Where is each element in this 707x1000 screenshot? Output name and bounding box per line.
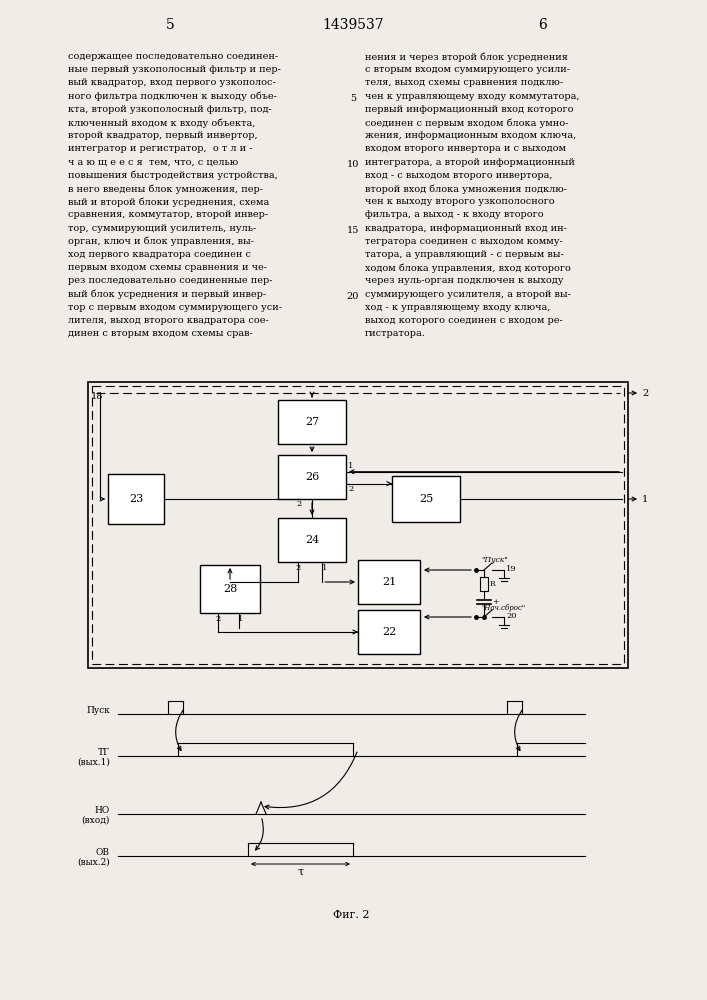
Text: ного фильтра подключен к выходу объе-: ного фильтра подключен к выходу объе- — [68, 92, 277, 101]
Text: соединен с первым входом блока умно-: соединен с первым входом блока умно- — [365, 118, 568, 127]
Text: 2: 2 — [216, 615, 221, 623]
Text: сравнения, коммутатор, второй инвер-: сравнения, коммутатор, второй инвер- — [68, 210, 268, 219]
Text: первый информационный вход которого: первый информационный вход которого — [365, 105, 573, 114]
Text: Пуск: Пуск — [86, 706, 110, 715]
Text: вый и второй блоки усреднения, схема: вый и второй блоки усреднения, схема — [68, 197, 269, 207]
Text: кта, второй узкополосный фильтр, под-: кта, второй узкополосный фильтр, под- — [68, 105, 271, 114]
Text: ключенный входом к входу объекта,: ключенный входом к входу объекта, — [68, 118, 255, 127]
Text: вый квадратор, вход первого узкополос-: вый квадратор, вход первого узкополос- — [68, 78, 276, 87]
Text: 21: 21 — [382, 577, 396, 587]
Text: 1: 1 — [322, 564, 327, 572]
Text: тор с первым входом суммирующего уси-: тор с первым входом суммирующего уси- — [68, 303, 282, 312]
Text: чен к выходу второго узкополосного: чен к выходу второго узкополосного — [365, 197, 554, 206]
Text: в него введены блок умножения, пер-: в него введены блок умножения, пер- — [68, 184, 263, 194]
Text: 1: 1 — [348, 462, 354, 470]
Text: второй квадратор, первый инвертор,: второй квадратор, первый инвертор, — [68, 131, 257, 140]
Bar — [278, 518, 346, 562]
Bar — [88, 382, 628, 668]
Text: тор, суммирующий усилитель, нуль-: тор, суммирующий усилитель, нуль- — [68, 224, 256, 233]
Text: "Нач.сброс": "Нач.сброс" — [481, 604, 525, 612]
Text: 2: 2 — [297, 500, 302, 508]
Text: чен к управляющему входу коммутатора,: чен к управляющему входу коммутатора, — [365, 92, 580, 101]
Text: 1: 1 — [238, 615, 244, 623]
Bar — [480, 577, 488, 591]
Text: (вход): (вход) — [81, 816, 110, 825]
Text: динен с вторым входом схемы срав-: динен с вторым входом схемы срав- — [68, 329, 252, 338]
Text: интегратора, а второй информационный: интегратора, а второй информационный — [365, 158, 575, 167]
Text: 24: 24 — [305, 535, 319, 545]
Text: (вых.2): (вых.2) — [77, 858, 110, 867]
Text: (вых.1): (вых.1) — [77, 758, 110, 767]
Text: 23: 23 — [129, 494, 143, 504]
Text: 6: 6 — [539, 18, 547, 32]
Text: +: + — [492, 598, 498, 606]
Text: орган, ключ и блок управления, вы-: орган, ключ и блок управления, вы- — [68, 237, 254, 246]
Text: повышения быстродействия устройства,: повышения быстродействия устройства, — [68, 171, 278, 180]
Text: фильтра, а выход - к входу второго: фильтра, а выход - к входу второго — [365, 210, 544, 219]
Text: суммирующего усилителя, а второй вы-: суммирующего усилителя, а второй вы- — [365, 290, 571, 299]
Text: 20: 20 — [347, 292, 359, 301]
Text: 18: 18 — [91, 392, 103, 401]
Text: 1439537: 1439537 — [322, 18, 384, 32]
Text: ход - к управляющему входу ключа,: ход - к управляющему входу ключа, — [365, 303, 550, 312]
Text: НО: НО — [95, 806, 110, 815]
Text: 28: 28 — [223, 584, 237, 594]
Text: τ: τ — [298, 867, 303, 877]
Text: ТГ: ТГ — [98, 748, 110, 757]
Bar — [278, 400, 346, 444]
Text: 20: 20 — [506, 612, 517, 620]
Text: ч а ю щ е е с я  тем, что, с целью: ч а ю щ е е с я тем, что, с целью — [68, 158, 238, 167]
Text: R: R — [490, 580, 496, 588]
Text: ходом блока управления, вход которого: ходом блока управления, вход которого — [365, 263, 571, 273]
Text: ОВ: ОВ — [96, 848, 110, 857]
Text: нения и через второй блок усреднения: нения и через второй блок усреднения — [365, 52, 568, 62]
Bar — [108, 474, 164, 524]
Text: "Пуск": "Пуск" — [481, 556, 508, 564]
Text: ход первого квадратора соединен с: ход первого квадратора соединен с — [68, 250, 251, 259]
Text: теля, выход схемы сравнения подклю-: теля, выход схемы сравнения подклю- — [365, 78, 563, 87]
Text: 22: 22 — [382, 627, 396, 637]
Text: входом второго инвертора и с выходом: входом второго инвертора и с выходом — [365, 144, 566, 153]
Text: второй вход блока умножения подклю-: второй вход блока умножения подклю- — [365, 184, 567, 194]
Bar — [200, 565, 260, 613]
Text: жения, информационным входом ключа,: жения, информационным входом ключа, — [365, 131, 576, 140]
Text: 2: 2 — [642, 388, 648, 397]
Text: рез последовательно соединенные пер-: рез последовательно соединенные пер- — [68, 276, 272, 285]
Text: 2: 2 — [296, 564, 301, 572]
Text: 2: 2 — [348, 485, 354, 493]
Text: лителя, выход второго квадратора сое-: лителя, выход второго квадратора сое- — [68, 316, 269, 325]
Text: 5: 5 — [165, 18, 175, 32]
Text: вый блок усреднения и первый инвер-: вый блок усреднения и первый инвер- — [68, 290, 266, 299]
Text: 15: 15 — [347, 226, 359, 235]
Text: 26: 26 — [305, 472, 319, 482]
Text: выход которого соединен с входом ре-: выход которого соединен с входом ре- — [365, 316, 563, 325]
Text: квадратора, информационный вход ин-: квадратора, информационный вход ин- — [365, 224, 567, 233]
Text: с вторым входом суммирующего усили-: с вторым входом суммирующего усили- — [365, 65, 570, 74]
Text: 5: 5 — [350, 94, 356, 103]
Text: содержащее последовательно соединен-: содержащее последовательно соединен- — [68, 52, 278, 61]
Text: тегратора соединен с выходом комму-: тегратора соединен с выходом комму- — [365, 237, 563, 246]
Bar — [358, 610, 420, 654]
Text: через нуль-орган подключен к выходу: через нуль-орган подключен к выходу — [365, 276, 563, 285]
Text: интегратор и регистратор,  о т л и -: интегратор и регистратор, о т л и - — [68, 144, 252, 153]
Text: 25: 25 — [419, 494, 433, 504]
Bar — [92, 386, 624, 664]
Text: 10: 10 — [347, 160, 359, 169]
Text: гистратора.: гистратора. — [365, 329, 426, 338]
Text: татора, а управляющий - с первым вы-: татора, а управляющий - с первым вы- — [365, 250, 563, 259]
Bar — [358, 560, 420, 604]
Text: Фиг. 2: Фиг. 2 — [333, 910, 370, 920]
Text: 1: 1 — [642, 494, 648, 504]
Text: первым входом схемы сравнения и че-: первым входом схемы сравнения и че- — [68, 263, 267, 272]
Text: ные первый узкополосный фильтр и пер-: ные первый узкополосный фильтр и пер- — [68, 65, 281, 74]
Bar — [278, 455, 346, 499]
Bar — [392, 476, 460, 522]
Text: вход - с выходом второго инвертора,: вход - с выходом второго инвертора, — [365, 171, 552, 180]
Text: 27: 27 — [305, 417, 319, 427]
Text: 19: 19 — [506, 565, 517, 573]
